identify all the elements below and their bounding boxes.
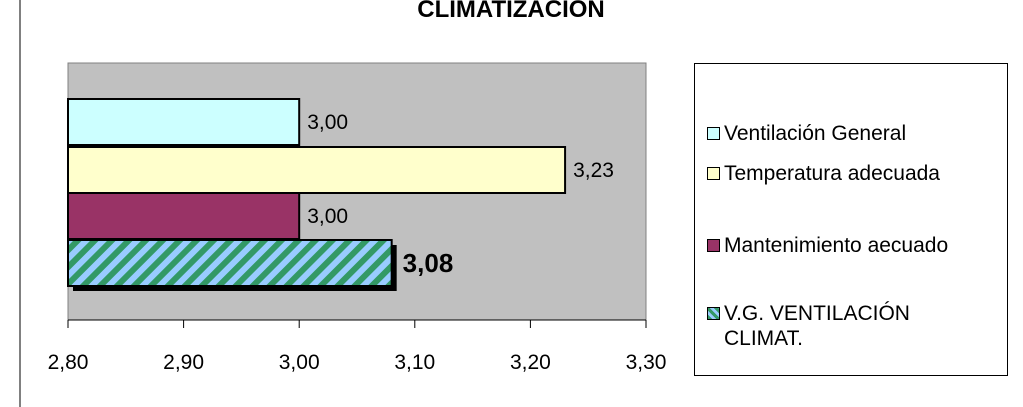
legend-item-vg-ventilacion-climat: V.G. VENTILACIÓN CLIMAT.: [707, 301, 964, 351]
x-axis: 2,80 2,90 3,00 3,10 3,20 3,30: [48, 319, 667, 374]
x-tick-label: 2,90: [163, 351, 204, 374]
data-label-mantenimiento-aecuado: 3,00: [307, 205, 348, 228]
legend-item-mantenimiento-aecuado: Mantenimiento aecuado: [707, 233, 948, 258]
bar-mantenimiento-aecuado: [67, 192, 301, 240]
data-label-ventilacion-general: 3,00: [307, 111, 348, 134]
x-tick-label: 2,80: [48, 351, 89, 374]
bar-temperatura-adecuada: [67, 146, 567, 194]
x-tick-label: 3,00: [279, 351, 320, 374]
legend-label: Mantenimiento aecuado: [724, 234, 949, 257]
chart-title: CLIMATIZACIÓN: [417, 0, 605, 23]
legend-item-temperatura-adecuada: Temperatura adecuada: [707, 161, 940, 186]
bar-ventilacion-general: [67, 98, 301, 146]
x-tick-label: 3,10: [394, 351, 435, 374]
bar-v-g-ventilacion-climat: [67, 239, 393, 287]
data-label-v-g-ventilacion-climat: 3,08: [403, 248, 454, 278]
legend-label: Ventilación General: [724, 122, 907, 145]
x-tick-label: 3,20: [510, 351, 551, 374]
bars-group: 3,00 3,23 3,00 3,08: [67, 98, 614, 291]
legend-swatch-mantenimiento-aecuado: [707, 239, 720, 252]
legend-label: V.G. VENTILACIÓN CLIMAT.: [724, 302, 910, 350]
x-tick-label: 3,30: [626, 351, 667, 374]
legend-item-ventilacion-general: Ventilación General: [707, 121, 906, 146]
legend-swatch-vg-ventilacion-climat: [707, 307, 720, 320]
legend-swatch-ventilacion-general: [707, 127, 720, 140]
legend: Ventilación General Temperatura adecuada…: [694, 63, 1008, 376]
data-label-temperatura-adecuada: 3,23: [573, 159, 614, 182]
legend-swatch-temperatura-adecuada: [707, 167, 720, 180]
legend-label: Temperatura adecuada: [724, 162, 940, 185]
